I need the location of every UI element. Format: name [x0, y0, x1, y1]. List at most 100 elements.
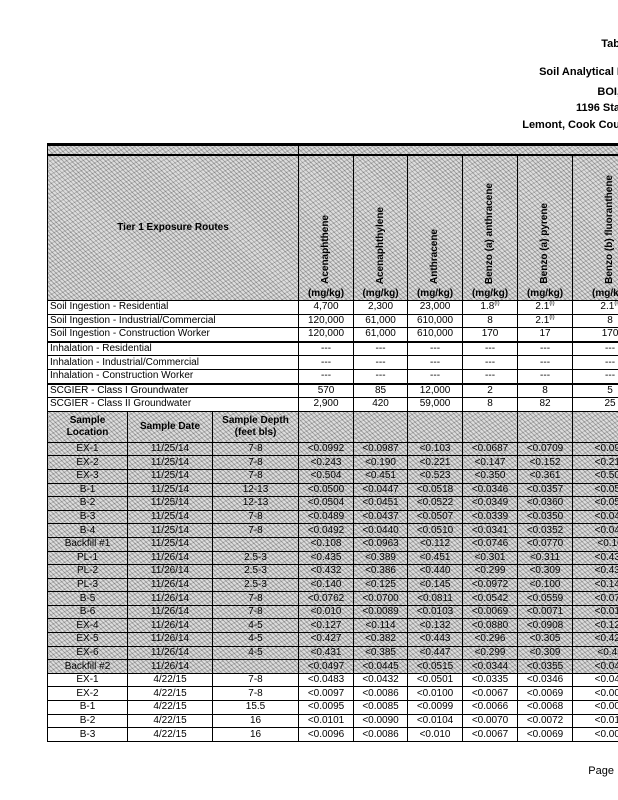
- value: ---: [485, 356, 496, 368]
- value: 610,000: [416, 314, 454, 326]
- sample-result: <0.243: [298, 455, 355, 470]
- sample-date: 11/26/14: [127, 618, 213, 634]
- value: ---: [375, 356, 386, 368]
- sample-result: <0.0507: [407, 509, 464, 525]
- sample-result: <0.0483: [298, 672, 355, 688]
- site-address: 1196 Sta: [575, 102, 618, 114]
- sample-result: <0.0770: [517, 536, 574, 552]
- sample-date: 4/22/15: [127, 686, 213, 702]
- sample-location: EX-6: [47, 645, 128, 661]
- sample-depth: 7-8: [211, 686, 300, 702]
- blank-cell: [462, 410, 519, 443]
- sample-result: <0.0762: [298, 591, 355, 606]
- value: 59,000: [419, 398, 451, 410]
- sample-depth: 16: [211, 727, 300, 742]
- value: ---: [605, 343, 616, 355]
- criteria-value: 2,900: [298, 397, 355, 412]
- criteria-value: 25: [572, 397, 618, 412]
- footnote-ref: (i): [549, 314, 555, 321]
- sample-result: <0.427: [298, 632, 355, 647]
- sample-result: <0.0709: [517, 441, 574, 457]
- criteria-value: 2.1(i): [517, 300, 574, 315]
- sample-depth: 7-8: [211, 672, 300, 688]
- sample-depth: 4-5: [211, 645, 300, 661]
- sample-result: <0.305: [517, 632, 574, 647]
- sample-depth: 2.5-3: [211, 577, 300, 593]
- criteria-value: ---: [517, 368, 574, 385]
- sample-result: <0.009: [572, 727, 618, 742]
- value: 5: [607, 384, 613, 396]
- value: ---: [540, 356, 551, 368]
- sample-result: <0.0352: [517, 523, 574, 538]
- sample-result: <0.0069: [517, 686, 574, 702]
- sample-date: 11/26/14: [127, 632, 213, 647]
- sample-location: B-4: [47, 523, 128, 538]
- value: ---: [485, 343, 496, 355]
- sample-result: <0.0100: [407, 686, 464, 702]
- criteria-value: ---: [517, 341, 574, 357]
- criteria-value: 8: [572, 313, 618, 329]
- criteria-row: Soil Ingestion - Industrial/Commercial 12…: [46, 313, 618, 329]
- criteria-value: 2.1(i): [517, 313, 574, 329]
- criteria-value: ---: [298, 341, 355, 357]
- criteria-value: 85: [353, 383, 409, 399]
- sample-date: 4/22/15: [127, 672, 213, 688]
- sample-result: <0.361: [517, 468, 574, 484]
- sample-result: <0.009: [572, 700, 618, 715]
- value: 17: [539, 328, 551, 340]
- sample-location: B-5: [47, 591, 128, 606]
- sample-row: B-2 4/22/15 16 <0.0101 <0.0090 <0.0104 <0.0070…: [47, 713, 618, 729]
- sample-result: <0.0095: [298, 700, 355, 715]
- sample-row: B-3 4/22/15 16 <0.0096 <0.0086 <0.010 <0.0067 <…: [47, 727, 618, 742]
- sample-result: <0.435: [572, 550, 618, 566]
- site-name: BOI,: [597, 86, 618, 98]
- sample-row: PL-2 11/26/14 2.5-3 <0.432 <0.386 <0.440 <0.29…: [47, 564, 618, 579]
- value: ---: [321, 370, 332, 382]
- sample-depth: 12-13: [211, 482, 300, 498]
- value: 120,000: [307, 314, 345, 326]
- value: ---: [485, 370, 496, 382]
- sample-result: <0.0104: [407, 713, 464, 729]
- sample-depth: 7-8: [211, 441, 300, 457]
- sample-date: 11/25/14: [127, 482, 213, 498]
- sample-result: <0.0987: [353, 441, 409, 457]
- exposure-route: Inhalation - Industrial/Commercial: [46, 355, 300, 370]
- sample-result: <0.0542: [462, 591, 519, 606]
- sample-result: <0.0811: [407, 591, 464, 606]
- sample-date: 4/22/15: [127, 727, 213, 742]
- sample-location: EX-1: [47, 672, 128, 688]
- sample-row: Backfill #1 11/25/14 <0.108 <0.0963 <0.112 <0…: [47, 536, 618, 552]
- criteria-value: ---: [407, 368, 464, 385]
- sample-depth: 7-8: [211, 455, 300, 470]
- sample-result: <0.049: [572, 659, 618, 674]
- unit-label: (mg/kg): [526, 288, 564, 299]
- sample-row: EX-1 11/25/14 7-8 <0.0992 <0.0987 <0.103 <0.06…: [47, 441, 618, 457]
- sample-column-header: Sample Date: [127, 410, 213, 443]
- sample-result: <0.132: [407, 618, 464, 634]
- sample-location: EX-2: [47, 686, 128, 702]
- value: ---: [321, 343, 332, 355]
- criteria-row: Inhalation - Construction Worker --- --- --…: [46, 368, 618, 385]
- chemical-name: Acenaphthene: [320, 215, 332, 284]
- sample-depth: 7-8: [211, 523, 300, 538]
- sample-result: <0.0746: [462, 536, 519, 552]
- value: 61,000: [365, 328, 396, 340]
- value: 8: [487, 398, 493, 410]
- sample-location: EX-1: [47, 441, 128, 457]
- unit-label: (mg/kg): [416, 288, 454, 299]
- sample-result: <0.140: [298, 577, 355, 593]
- value: 2: [487, 384, 493, 396]
- sample-result: <0.350: [462, 468, 519, 484]
- criteria-row: Inhalation - Residential --- --- --- --- --- -…: [46, 341, 618, 357]
- sample-result: <0.048: [572, 672, 618, 688]
- criteria-value: 420: [353, 397, 409, 412]
- sample-result: <0.431: [298, 645, 355, 661]
- blank-cell: [572, 410, 618, 443]
- sample-result: <0.190: [353, 455, 409, 470]
- value: 12,000: [419, 384, 451, 396]
- sample-result: <0.0700: [353, 591, 409, 606]
- exposure-route: SCGIER - Class II Groundwater: [46, 397, 300, 412]
- exposure-route: SCGIER - Class I Groundwater: [46, 383, 300, 399]
- criteria-value: ---: [462, 341, 519, 357]
- sample-result: <0.0355: [517, 659, 574, 674]
